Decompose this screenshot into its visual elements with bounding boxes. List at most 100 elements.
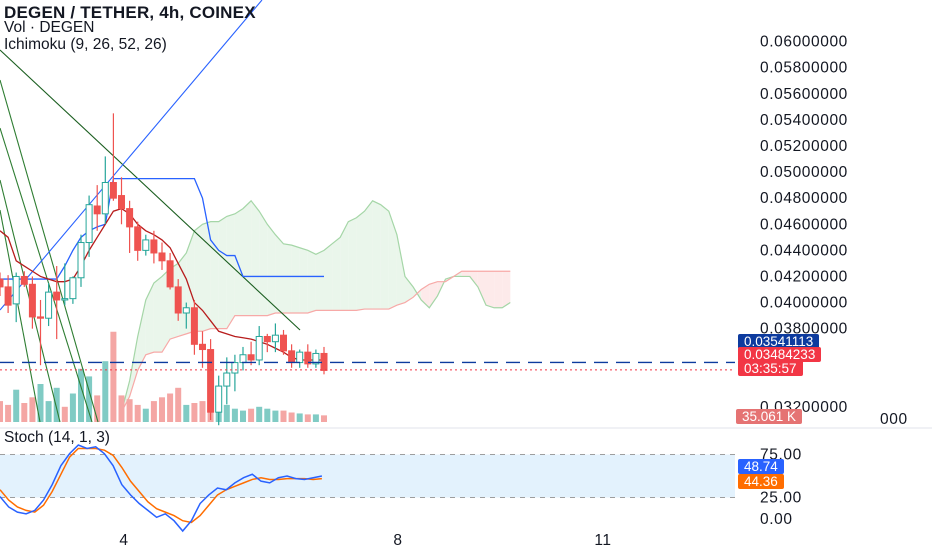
candle-body (304, 351, 312, 365)
price-tick-label: 0.04000000 (760, 295, 848, 312)
cloud-segment (380, 204, 389, 310)
candle-body (45, 291, 53, 319)
volume-bar (53, 387, 60, 422)
cloud-segment (291, 245, 300, 313)
candle-body (280, 334, 287, 352)
countdown-tag: 03:35:57 (738, 361, 803, 376)
cloud-segment (259, 211, 268, 316)
cloud-segment (243, 200, 252, 316)
candle-body (12, 275, 20, 305)
volume-bar (175, 387, 182, 422)
cloud-segment (324, 243, 333, 311)
candle-body (199, 343, 206, 351)
volume-bar (183, 404, 190, 422)
volume-bar (150, 401, 157, 422)
stoch-band (0, 454, 735, 498)
volume-bar (118, 395, 125, 422)
cloud-segment (429, 281, 438, 308)
cloud-segment (477, 271, 486, 306)
cloud-segment (210, 221, 219, 329)
volume-legend[interactable]: Vol · DEGEN (4, 19, 95, 36)
candle-body (142, 239, 150, 251)
price-tick-label: 0.05400000 (760, 112, 848, 129)
stoch-d-tag: 44.36 (738, 474, 784, 489)
cloud-segment (364, 200, 373, 310)
cloud-segment (299, 247, 308, 313)
time-tick-label: 11 (594, 532, 611, 549)
volume-bar (5, 404, 12, 422)
cloud-segment (315, 250, 324, 311)
candle-body (263, 335, 271, 343)
candle-body (288, 350, 296, 364)
cloud-segment (202, 221, 211, 332)
volume-bar (0, 401, 3, 422)
trend-line (0, 49, 301, 331)
candle-body (223, 372, 231, 387)
stoch-legend[interactable]: Stoch (14, 1, 3) (4, 429, 110, 446)
volume-bar (21, 403, 28, 422)
tenkan-sen-line (0, 177, 324, 280)
candle-body (239, 354, 247, 364)
volume-bar (248, 408, 255, 422)
cloud-segment (340, 221, 349, 311)
volume-bar (256, 406, 263, 422)
volume-bar (134, 404, 141, 422)
trend-line (0, 79, 99, 423)
cloud-segment (275, 234, 284, 313)
senkou-span-a (120, 199, 511, 413)
candle-body (134, 226, 142, 251)
cloud-segment (356, 211, 365, 311)
cloud-segment (461, 271, 470, 277)
volume-bar (231, 408, 238, 422)
kijun-sen-line (0, 207, 324, 361)
cloud-segment (129, 336, 138, 397)
candle-body (174, 286, 182, 314)
volume-bar (61, 406, 68, 422)
cloud-segment (226, 213, 235, 329)
candle-body (53, 291, 61, 301)
candle-body (28, 283, 36, 318)
price-tick-label: 0.05200000 (760, 138, 848, 155)
time-tick-label: 8 (393, 532, 402, 549)
candle-body (69, 277, 77, 300)
cloud-segment (137, 299, 146, 371)
volume-bar (86, 376, 93, 422)
cloud-segment (348, 217, 357, 311)
volume-bar (45, 401, 52, 422)
volume-bar (102, 361, 109, 422)
volume-bar (142, 408, 149, 422)
candle-body (215, 385, 223, 413)
last-price-tag: 0.03541113 (738, 334, 820, 349)
candle-body (182, 307, 190, 314)
candlesticks (0, 113, 328, 426)
price-tick-label: 0.03800000 (760, 321, 848, 338)
volume-bar (272, 410, 279, 422)
ichimoku-legend[interactable]: Ichimoku (9, 26, 52, 26) (4, 36, 167, 53)
volume-bar (223, 404, 230, 422)
candle-body (231, 362, 239, 374)
volume-bar (110, 331, 117, 422)
volume-bar (167, 393, 174, 422)
price-tick-label: 0.06000000 (760, 34, 848, 51)
cloud-segment (486, 271, 495, 308)
cloud-segment (251, 200, 260, 316)
candle-body (150, 239, 158, 254)
volume-value-tag: 35.061 K (736, 409, 803, 424)
price-tick-label: 0.04800000 (760, 190, 848, 207)
cloud-segment (234, 208, 243, 316)
volume-bar (159, 397, 165, 422)
trend-line (0, 0, 263, 311)
candle-body (296, 351, 304, 364)
cloud-segment (145, 282, 154, 355)
cloud-segment (307, 250, 316, 313)
volume-bar (264, 408, 271, 422)
price-tick-label: 0.05800000 (760, 60, 848, 77)
cloud-segment (494, 271, 503, 308)
volume-bar (191, 403, 198, 422)
volume-bar (37, 384, 44, 422)
price-tick-label: 0.04200000 (760, 268, 848, 285)
trend-lines (0, 0, 301, 423)
stoch-tick-label: 0.00 (760, 511, 793, 528)
candle-body (190, 307, 198, 345)
candle-body (255, 335, 263, 361)
